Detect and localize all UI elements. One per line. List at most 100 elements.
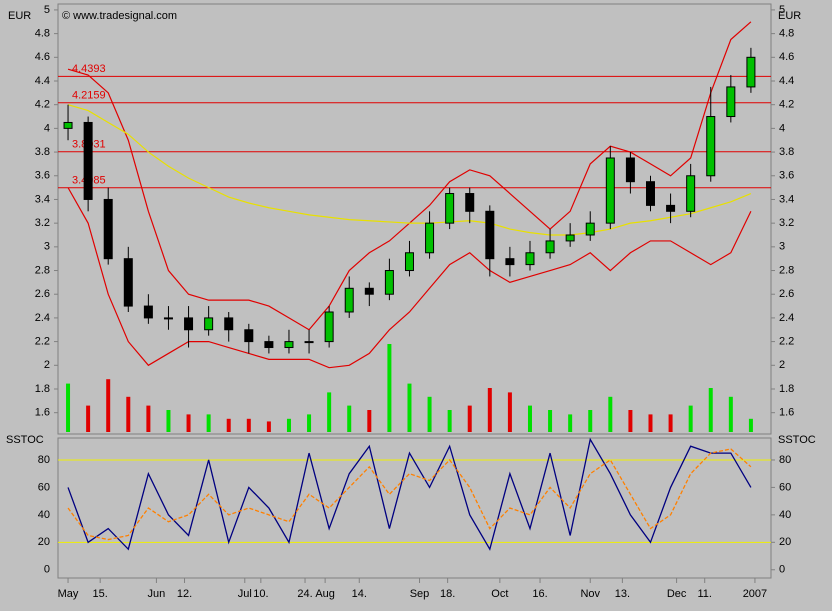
x-tick-label: 14. <box>352 588 367 600</box>
y-tick-label: 1.8 <box>35 383 50 395</box>
volume-bar <box>668 414 673 432</box>
level-label: 4.2159 <box>72 90 106 102</box>
y-tick-label: 4.6 <box>779 51 794 63</box>
candle-body <box>445 193 455 224</box>
y-tick-label: 4 <box>779 122 785 134</box>
candle-body <box>545 240 555 254</box>
y-tick-label: 4.2 <box>35 99 50 111</box>
candle-body <box>666 204 676 212</box>
stoch-line <box>67 437 752 551</box>
candle-body <box>625 157 635 183</box>
volume-bar <box>226 418 231 432</box>
candle-body <box>485 210 495 260</box>
x-tick-label: 18. <box>440 588 455 600</box>
y-tick-label: 2 <box>44 359 50 371</box>
volume-bar <box>126 396 131 432</box>
y-tick-label: 2 <box>779 359 785 371</box>
y-tick-label: 5 <box>44 4 50 16</box>
x-tick-label: 11. <box>697 588 711 600</box>
y-tick-label: 40 <box>779 509 791 521</box>
y-tick-label: 2.6 <box>779 288 794 300</box>
band-line <box>67 21 752 331</box>
candle-body <box>103 198 113 260</box>
y-tick-label: 40 <box>38 509 50 521</box>
y-tick-label: 3.2 <box>779 217 794 229</box>
candle-body <box>505 258 515 266</box>
y-tick-label: 4.6 <box>35 51 50 63</box>
panel-title: SSTOC <box>778 434 816 446</box>
y-tick-label: 2.6 <box>35 288 50 300</box>
candle-body <box>364 287 374 295</box>
y-tick-label: 3.4 <box>779 193 794 205</box>
y-tick-label: 3 <box>44 241 50 253</box>
candle-body <box>284 341 294 349</box>
y-tick-label: 80 <box>38 454 50 466</box>
x-tick-label: 16. <box>532 588 547 600</box>
volume-bar <box>628 410 633 432</box>
level-label: 4.4393 <box>72 63 106 75</box>
volume-bar <box>166 410 171 432</box>
y-tick-label: 2.4 <box>35 312 50 324</box>
volume-bar <box>688 405 693 432</box>
y-tick-label: 60 <box>779 481 791 493</box>
y-tick-label: 2.8 <box>779 264 794 276</box>
y-tick-label: 4 <box>44 122 50 134</box>
candle-body <box>244 329 254 343</box>
volume-bar <box>367 410 372 432</box>
volume-bar <box>748 418 753 432</box>
volume-bar <box>66 383 71 432</box>
y-tick-label: 4.4 <box>35 75 50 87</box>
y-tick-label: 4.8 <box>35 28 50 40</box>
candle-body <box>585 222 595 236</box>
candle-body <box>686 175 696 212</box>
volume-bar <box>467 405 472 432</box>
y-tick-label: 4.8 <box>779 28 794 40</box>
band-line <box>67 187 752 369</box>
x-tick-label: 10. <box>253 588 268 600</box>
volume-bar <box>608 396 613 432</box>
candle-body <box>163 317 173 320</box>
candle-body <box>605 157 615 224</box>
y-tick-label: 4.2 <box>779 99 794 111</box>
y-tick-label: 4.4 <box>779 75 794 87</box>
y-tick-label: 3.8 <box>779 146 794 158</box>
band-line <box>67 104 752 236</box>
candle-body <box>726 86 736 118</box>
volume-bar <box>507 392 512 432</box>
candle-body <box>83 121 93 200</box>
x-tick-label: 24. <box>297 588 312 600</box>
volume-bar <box>447 410 452 432</box>
volume-bar <box>527 405 532 432</box>
volume-bar <box>427 396 432 432</box>
volume-bar <box>327 392 332 432</box>
y-tick-label: 20 <box>779 536 791 548</box>
volume-bar <box>588 410 593 432</box>
volume-bar <box>728 396 733 432</box>
currency: EUR <box>8 10 31 22</box>
volume-bar <box>407 383 412 432</box>
volume-bar <box>266 421 271 432</box>
y-tick-label: 2.2 <box>35 336 50 348</box>
x-tick-label: Nov <box>580 588 600 600</box>
volume-bar <box>106 379 111 432</box>
x-tick-label: 12. <box>177 588 192 600</box>
currency: EUR <box>778 10 801 22</box>
candle-body <box>645 181 655 206</box>
x-tick-label: Dec <box>667 588 687 600</box>
candle-body <box>706 116 716 177</box>
y-tick-label: 3.6 <box>779 170 794 182</box>
candle-body <box>344 287 354 313</box>
y-tick-label: 3.6 <box>35 170 50 182</box>
x-tick-label: May <box>58 588 79 600</box>
volume-bar <box>146 405 151 432</box>
volume-bar <box>347 405 352 432</box>
y-tick-label: 20 <box>38 536 50 548</box>
volume-bar <box>206 414 211 432</box>
candle-body <box>465 193 475 212</box>
x-tick-label: 2007 <box>743 588 767 600</box>
y-tick-label: 3.8 <box>35 146 50 158</box>
candle-body <box>304 341 314 344</box>
volume-bar <box>548 410 553 432</box>
x-tick-label: Jun <box>148 588 166 600</box>
y-tick-label: 1.8 <box>779 383 794 395</box>
